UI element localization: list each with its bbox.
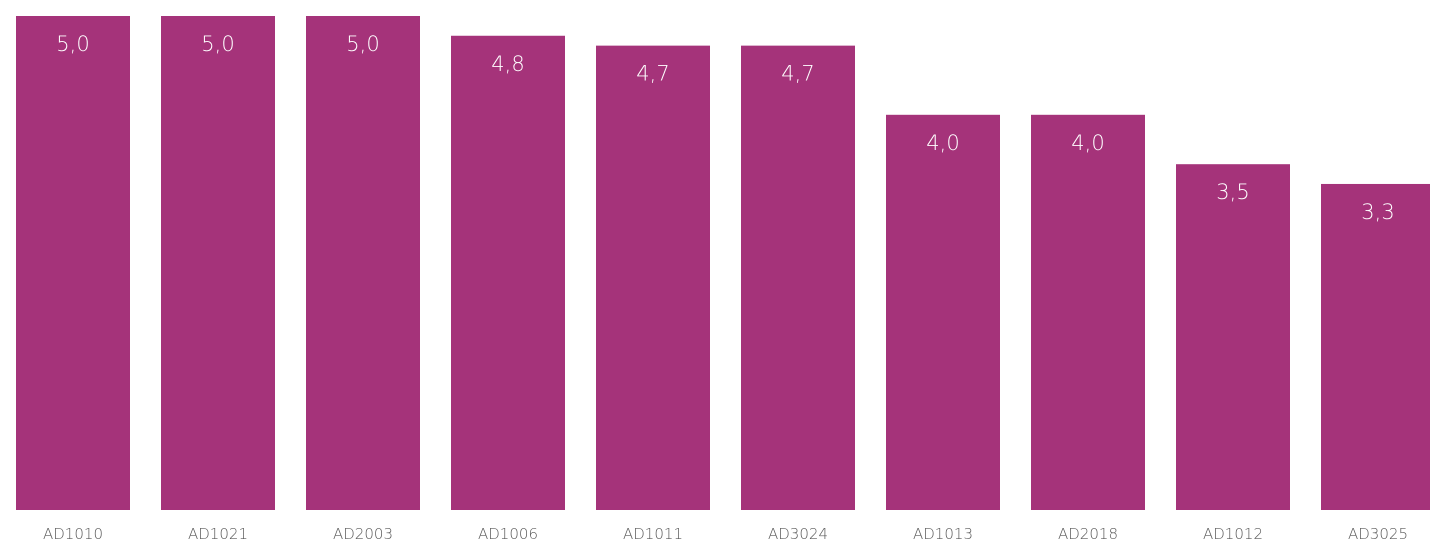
bar-group bbox=[16, 16, 1430, 511]
value-label-ad3025: 3,3 bbox=[1361, 200, 1394, 224]
bar-ad1010 bbox=[16, 16, 130, 510]
bar-ad1013 bbox=[886, 114, 1000, 511]
value-label-ad1013: 4,0 bbox=[926, 131, 959, 155]
bar-ad3024 bbox=[741, 45, 855, 510]
tick-label-ad1010: AD1010 bbox=[43, 525, 103, 543]
tick-label-ad1013: AD1013 bbox=[913, 525, 973, 543]
tick-label-ad2018: AD2018 bbox=[1058, 525, 1118, 543]
bar-ad1021 bbox=[161, 16, 275, 510]
value-label-ad1006: 4,8 bbox=[491, 52, 524, 76]
tick-label-ad1011: AD1011 bbox=[623, 525, 683, 543]
value-label-ad2003: 5,0 bbox=[346, 32, 379, 56]
tick-label-ad1012: AD1012 bbox=[1203, 525, 1263, 543]
value-label-group: 5,0 5,0 5,0 4,8 4,7 4,7 4,0 4,0 3,5 3,3 bbox=[56, 32, 1394, 224]
bar-ad1006 bbox=[451, 35, 565, 510]
bar-ad3025 bbox=[1321, 183, 1430, 510]
bar-ad1012 bbox=[1176, 164, 1290, 510]
value-label-ad2018: 4,0 bbox=[1071, 131, 1104, 155]
tick-label-ad3025: AD3025 bbox=[1348, 525, 1408, 543]
tick-label-ad3024: AD3024 bbox=[768, 525, 828, 543]
value-label-ad1010: 5,0 bbox=[56, 32, 89, 56]
value-label-ad1021: 5,0 bbox=[201, 32, 234, 56]
value-label-ad1011: 4,7 bbox=[636, 62, 669, 86]
category-axis-labels: AD1010 AD1021 AD2003 AD1006 AD1011 AD3024 AD10… bbox=[43, 525, 1408, 543]
value-label-ad3024: 4,7 bbox=[781, 62, 814, 86]
bar-ad2018 bbox=[1031, 114, 1145, 511]
bar-ad2003 bbox=[306, 16, 420, 510]
bar-ad1011 bbox=[596, 45, 710, 510]
tick-label-ad1021: AD1021 bbox=[188, 525, 248, 543]
value-label-ad1012: 3,5 bbox=[1216, 180, 1249, 204]
tick-label-ad1006: AD1006 bbox=[478, 525, 538, 543]
tick-label-ad2003: AD2003 bbox=[333, 525, 393, 543]
